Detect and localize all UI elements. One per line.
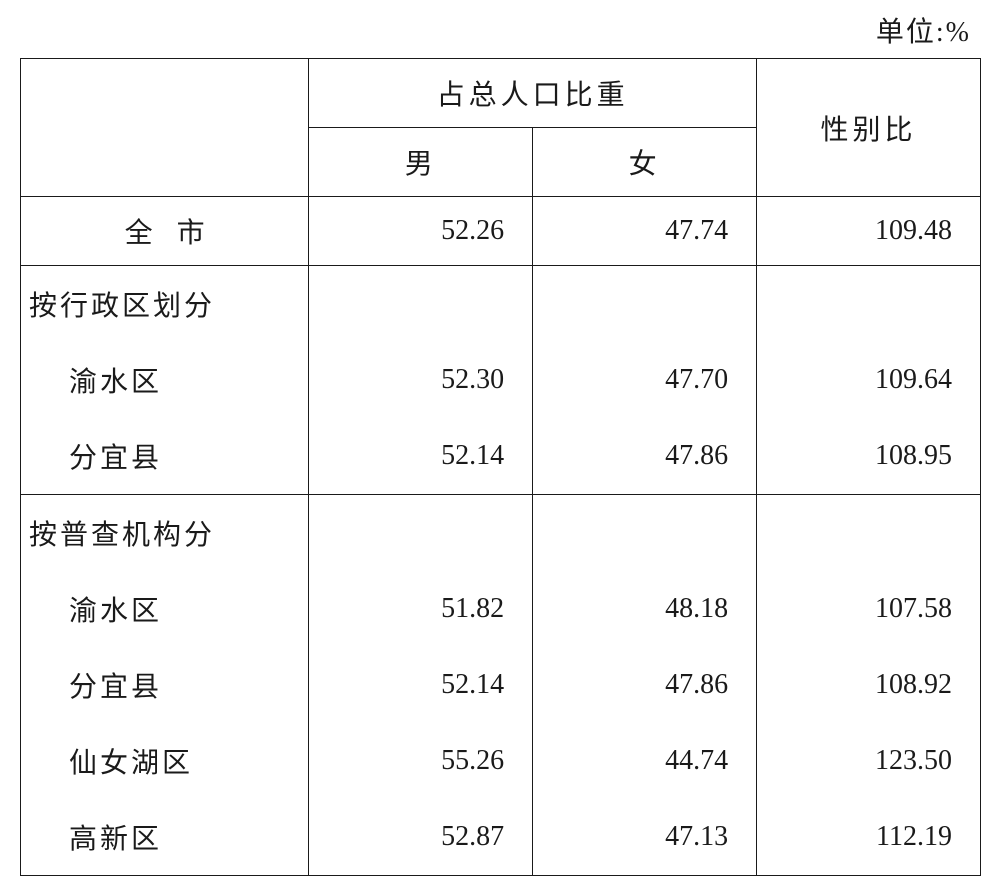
cell-female: 47.86 <box>533 647 757 723</box>
cell-section-title: 按普查机构分 <box>21 495 309 572</box>
cell-male: 51.82 <box>309 571 533 647</box>
cell-ratio <box>757 495 981 572</box>
cell-region: 分宜县 <box>21 647 309 723</box>
cell-female: 47.13 <box>533 799 757 876</box>
cell-region: 仙女湖区 <box>21 723 309 799</box>
cell-female: 47.74 <box>533 197 757 266</box>
city-row-group: 全市 52.26 47.74 109.48 <box>21 197 981 266</box>
table-row: 渝水区 52.30 47.70 109.64 <box>21 342 981 418</box>
cell-ratio: 123.50 <box>757 723 981 799</box>
table-row: 分宜县 52.14 47.86 108.92 <box>21 647 981 723</box>
cell-male: 52.14 <box>309 418 533 495</box>
cell-region: 分宜县 <box>21 418 309 495</box>
population-table: 占总人口比重 性别比 男 女 全市 52.26 47.74 109.48 按行政… <box>20 58 981 876</box>
cell-female: 44.74 <box>533 723 757 799</box>
table-row: 分宜县 52.14 47.86 108.95 <box>21 418 981 495</box>
cell-female <box>533 495 757 572</box>
cell-ratio: 108.95 <box>757 418 981 495</box>
header-region-blank <box>21 59 309 197</box>
cell-male: 52.26 <box>309 197 533 266</box>
cell-male: 52.87 <box>309 799 533 876</box>
header-male: 男 <box>309 128 533 197</box>
cell-region: 高新区 <box>21 799 309 876</box>
cell-female: 47.70 <box>533 342 757 418</box>
table-row: 按行政区划分 <box>21 266 981 343</box>
cell-region: 渝水区 <box>21 342 309 418</box>
table-header: 占总人口比重 性别比 男 女 <box>21 59 981 197</box>
cell-female: 47.86 <box>533 418 757 495</box>
table-row: 高新区 52.87 47.13 112.19 <box>21 799 981 876</box>
cell-ratio: 112.19 <box>757 799 981 876</box>
table-row: 按普查机构分 <box>21 495 981 572</box>
table-row: 渝水区 51.82 48.18 107.58 <box>21 571 981 647</box>
header-female: 女 <box>533 128 757 197</box>
table-row: 仙女湖区 55.26 44.74 123.50 <box>21 723 981 799</box>
header-group-proportion: 占总人口比重 <box>309 59 757 128</box>
cell-male: 52.30 <box>309 342 533 418</box>
cell-male <box>309 495 533 572</box>
cell-female <box>533 266 757 343</box>
cell-male: 55.26 <box>309 723 533 799</box>
cell-female: 48.18 <box>533 571 757 647</box>
cell-ratio <box>757 266 981 343</box>
cell-male: 52.14 <box>309 647 533 723</box>
cell-ratio: 109.48 <box>757 197 981 266</box>
cell-ratio: 108.92 <box>757 647 981 723</box>
cell-male <box>309 266 533 343</box>
section-admin-group: 按行政区划分 渝水区 52.30 47.70 109.64 分宜县 52.14 … <box>21 266 981 495</box>
cell-region: 渝水区 <box>21 571 309 647</box>
cell-region: 全市 <box>21 197 309 266</box>
section-census-group: 按普查机构分 渝水区 51.82 48.18 107.58 分宜县 52.14 … <box>21 495 981 876</box>
unit-label: 单位:% <box>20 10 981 50</box>
table-row: 全市 52.26 47.74 109.48 <box>21 197 981 266</box>
cell-ratio: 109.64 <box>757 342 981 418</box>
header-ratio: 性别比 <box>757 59 981 197</box>
cell-ratio: 107.58 <box>757 571 981 647</box>
cell-section-title: 按行政区划分 <box>21 266 309 343</box>
